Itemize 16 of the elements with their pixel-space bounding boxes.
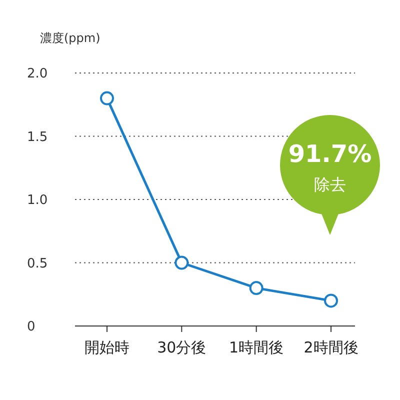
y-tick-label: 0 bbox=[27, 320, 36, 335]
x-tick-label: 30分後 bbox=[157, 338, 206, 357]
y-tick-label: 0.5 bbox=[27, 256, 48, 272]
x-tick-label: 開始時 bbox=[84, 338, 130, 357]
point bbox=[249, 281, 264, 296]
point bbox=[100, 91, 114, 106]
point bbox=[324, 294, 338, 308]
y-tick-label: 2.0 bbox=[27, 66, 48, 82]
point bbox=[174, 256, 189, 270]
y-tick-label: 1.0 bbox=[27, 193, 48, 208]
x-tick-label: 1時間後 bbox=[229, 338, 284, 357]
y-tick-label: 1.5 bbox=[27, 130, 48, 145]
y-axis-title: 濃度(ppm) bbox=[40, 30, 100, 47]
annotation: 91.7% bbox=[287, 140, 373, 168]
annotation: 除去 bbox=[313, 175, 347, 196]
x-tick-label: 2時間後 bbox=[304, 338, 358, 357]
